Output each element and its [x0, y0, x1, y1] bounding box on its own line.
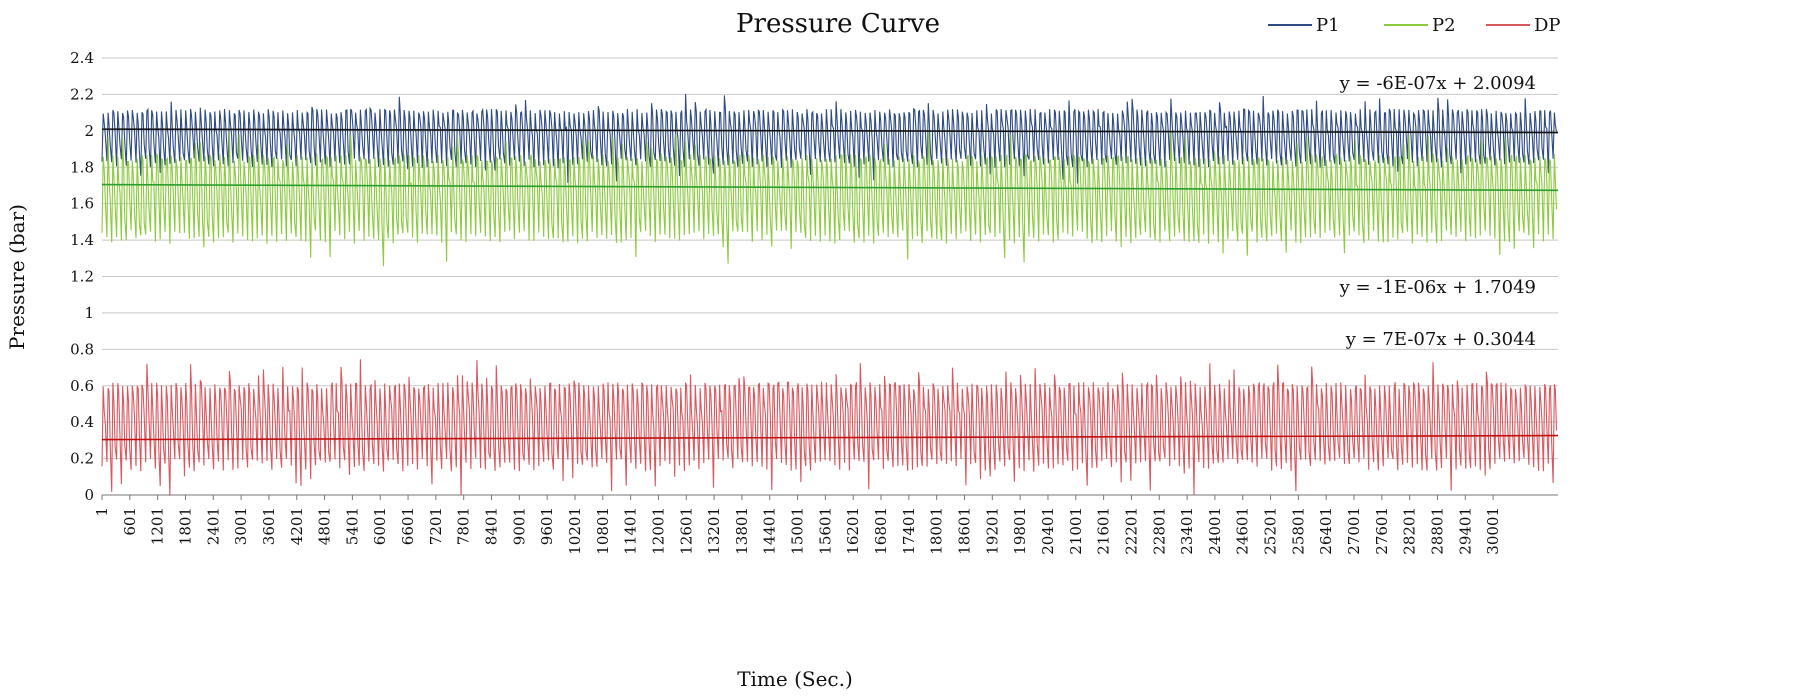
x-tick-label: 28801	[1428, 507, 1446, 555]
legend-label-dp: DP	[1534, 15, 1561, 36]
y-tick-label: 0	[84, 486, 94, 504]
x-tick-label: 8401	[483, 507, 501, 545]
x-tick-label: 18601	[955, 507, 973, 555]
trendlines	[101, 128, 1559, 441]
x-tick-label: 27601	[1373, 507, 1391, 555]
y-tick-label: 2	[84, 122, 94, 140]
trendline-equations: y = -6E-07x + 2.0094 y = -1E-06x + 1.7049…	[1339, 73, 1536, 350]
y-tick-label: 1.8	[70, 158, 94, 176]
y-tick-label: 1.2	[70, 268, 94, 286]
series-line-p2	[101, 131, 1558, 267]
y-axis-ticks: 0 0.2 0.4 0.6 0.8 1 1.2 1.4 1.6 1.8 2 2.2 2.4	[70, 49, 94, 504]
y-tick-label: 0.4	[70, 413, 94, 431]
x-tick-label: 2401	[204, 507, 222, 545]
x-tick-label: 12601	[677, 507, 695, 555]
x-tick-label: 16801	[872, 507, 890, 555]
y-tick-label: 1	[84, 304, 94, 322]
x-tick-label: 601	[121, 507, 139, 536]
legend-label-p2: P2	[1432, 15, 1456, 36]
x-tick-label: 1801	[176, 507, 194, 545]
x-tick-label: 9001	[510, 507, 528, 545]
x-tick-label: 26401	[1317, 507, 1335, 555]
trendline-dp	[101, 434, 1559, 441]
x-tick-label: 18001	[928, 507, 946, 555]
y-tick-label: 1.6	[70, 195, 94, 213]
x-tick-label: 17401	[900, 507, 918, 555]
data-series	[101, 93, 1558, 496]
series-line-p1	[101, 93, 1558, 184]
x-tick-label: 4801	[316, 507, 334, 545]
x-tick-label: 10801	[594, 507, 612, 555]
x-tick-label: 9601	[538, 507, 556, 545]
x-axis-label: Time (Sec.)	[737, 667, 853, 691]
trendline-equation-dp: y = 7E-07x + 0.3044	[1345, 329, 1536, 350]
x-tick-label: 20401	[1039, 507, 1057, 555]
y-axis-label: Pressure (bar)	[5, 204, 29, 350]
x-tick-label: 6001	[371, 507, 389, 545]
x-tick-label: 6601	[399, 507, 417, 545]
y-tick-label: 0.8	[70, 340, 94, 358]
x-tick-label: 7201	[427, 507, 445, 545]
x-tick-label: 28201	[1401, 507, 1419, 555]
x-tick-label: 10201	[566, 507, 584, 555]
x-tick-label: 24001	[1206, 507, 1224, 555]
x-tick-label: 12001	[649, 507, 667, 555]
trendline-p1	[101, 128, 1559, 134]
x-tick-label: 1	[93, 507, 111, 517]
x-tick-label: 16201	[844, 507, 862, 555]
x-tick-label: 15001	[789, 507, 807, 555]
legend: P1 P2 DP	[1268, 15, 1561, 36]
trendline-equation-p2: y = -1E-06x + 1.7049	[1339, 277, 1536, 298]
x-tick-label: 24601	[1234, 507, 1252, 555]
legend-label-p1: P1	[1316, 15, 1340, 36]
x-tick-label: 19201	[983, 507, 1001, 555]
x-axis-ticks: 1 601 1201 1801 2401 3001 3601 4201 4801 5401 6001…	[93, 495, 1502, 555]
x-tick-label: 25801	[1289, 507, 1307, 555]
x-tick-label: 13201	[705, 507, 723, 555]
x-tick-label: 30001	[1484, 507, 1502, 555]
trendline-p2	[101, 183, 1559, 192]
y-tick-label: 0.2	[70, 450, 94, 468]
x-tick-label: 21001	[1067, 507, 1085, 555]
y-tick-label: 1.4	[70, 231, 94, 249]
x-tick-label: 14401	[761, 507, 779, 555]
y-tick-label: 2.4	[70, 49, 94, 67]
x-tick-label: 22201	[1122, 507, 1140, 555]
x-tick-label: 3601	[260, 507, 278, 545]
x-tick-label: 1201	[149, 507, 167, 545]
y-tick-label: 0.6	[70, 377, 94, 395]
x-tick-label: 22801	[1150, 507, 1168, 555]
x-tick-label: 27001	[1345, 507, 1363, 555]
x-tick-label: 23401	[1178, 507, 1196, 555]
x-tick-label: 21601	[1095, 507, 1113, 555]
x-tick-label: 15601	[816, 507, 834, 555]
x-tick-label: 29401	[1456, 507, 1474, 555]
x-tick-label: 11401	[622, 507, 640, 555]
series-line-dp	[101, 359, 1558, 496]
y-tick-label: 2.2	[70, 85, 94, 103]
x-tick-label: 3001	[232, 507, 250, 545]
x-tick-label: 13801	[733, 507, 751, 555]
x-tick-label: 5401	[343, 507, 361, 545]
x-tick-label: 19801	[1011, 507, 1029, 555]
x-tick-label: 4201	[288, 507, 306, 545]
x-tick-label: 7801	[455, 507, 473, 545]
x-tick-label: 25201	[1262, 507, 1280, 555]
chart-title: Pressure Curve	[736, 9, 940, 39]
trendline-equation-p1: y = -6E-07x + 2.0094	[1339, 73, 1536, 94]
